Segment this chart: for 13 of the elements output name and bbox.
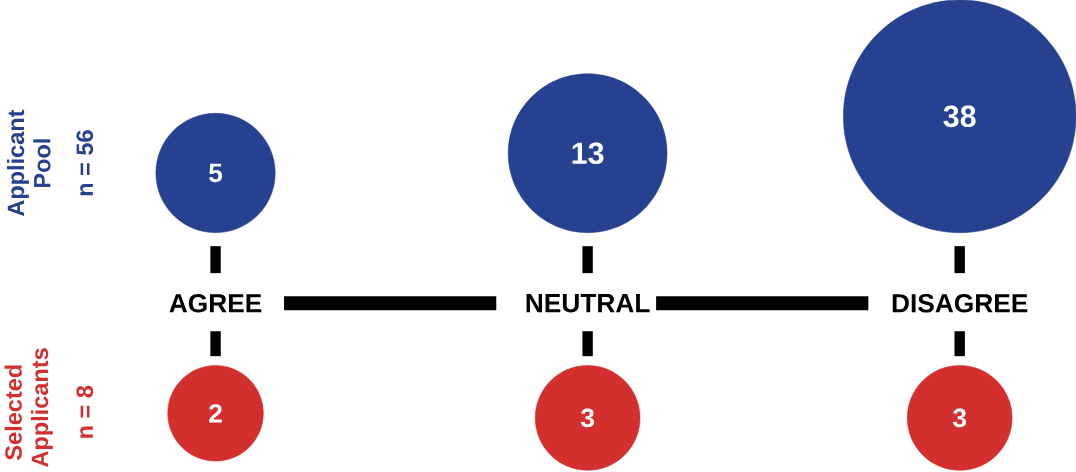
data-label: 2: [209, 404, 222, 423]
text: n = 56: [76, 130, 94, 196]
category-label: DISAGREE: [892, 293, 1028, 313]
data-label: 38: [943, 105, 976, 128]
data-label: 3: [580, 408, 594, 428]
category-label: NEUTRAL: [526, 294, 650, 313]
text: n = 8: [76, 385, 94, 438]
data-label: 13: [572, 142, 604, 164]
text: Applicant Pool: [6, 109, 51, 217]
category-label: AGREE: [169, 293, 262, 313]
data-label: 5: [209, 163, 223, 183]
text: Selected Applicants: [4, 348, 53, 467]
data-label: 3: [952, 408, 967, 428]
